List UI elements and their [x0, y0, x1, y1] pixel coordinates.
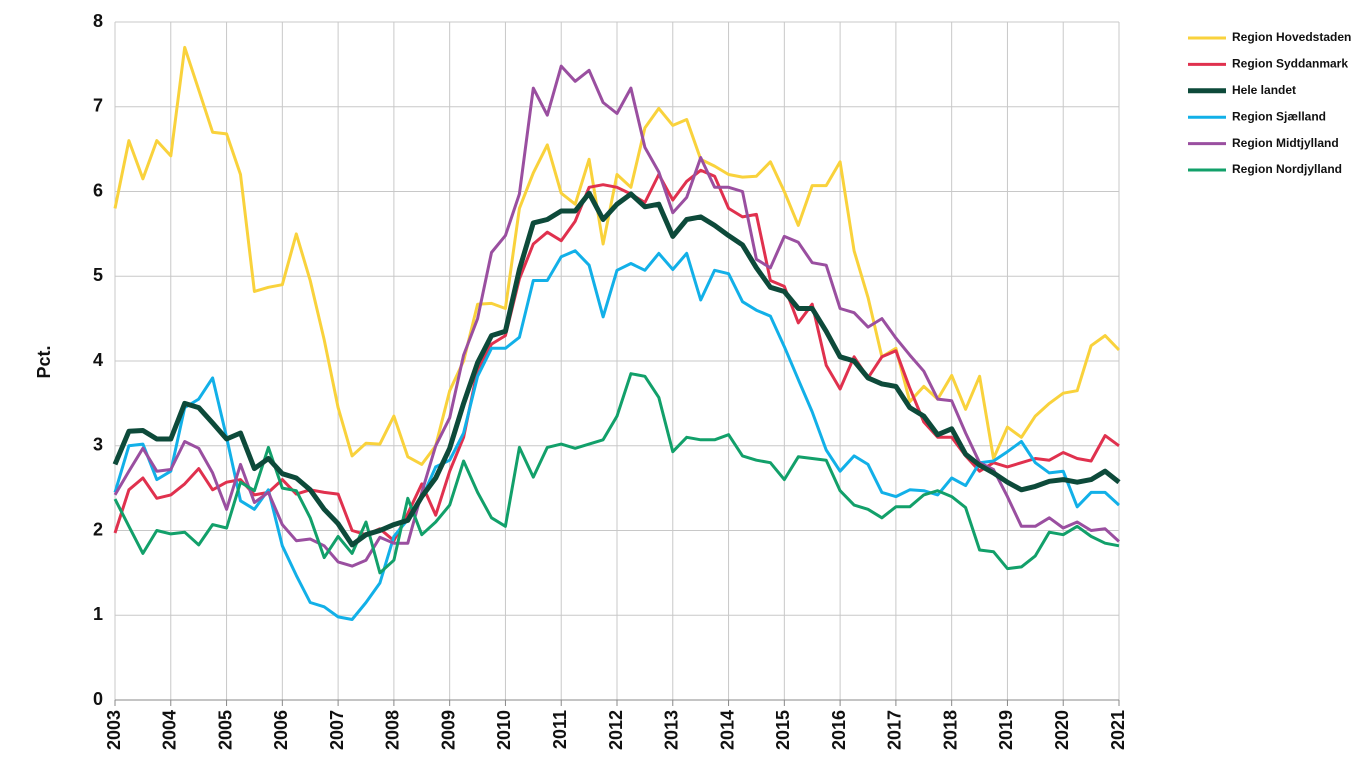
x-tick-label: 2008: [383, 710, 403, 750]
x-tick-label: 2020: [1052, 710, 1072, 750]
legend-label: Region Hovedstaden: [1232, 30, 1351, 44]
y-tick-label: 3: [93, 435, 103, 455]
series-line: [113, 372, 1120, 575]
x-tick-label: 2015: [773, 710, 793, 750]
legend-label: Region Midtjylland: [1232, 136, 1339, 150]
series-line: [113, 249, 1121, 621]
legend-label: Region Syddanmark: [1232, 57, 1348, 71]
x-tick-label: 2007: [327, 710, 347, 750]
y-tick-label: 2: [93, 519, 103, 539]
series-line: [113, 45, 1121, 466]
y-tick-label: 7: [93, 96, 103, 116]
series-line: [113, 64, 1121, 568]
series-line: [112, 190, 1121, 548]
series-line: [113, 168, 1120, 543]
x-tick-label: 2010: [494, 710, 514, 750]
x-tick-label: 2016: [829, 710, 849, 750]
x-tick-label: 2017: [885, 710, 905, 750]
x-tick-label: 2004: [160, 710, 180, 750]
legend-label: Region Sjælland: [1232, 109, 1326, 123]
y-tick-label: 6: [93, 180, 103, 200]
x-tick-label: 2012: [606, 710, 626, 750]
x-tick-label: 2005: [215, 710, 235, 750]
y-tick-label: 5: [93, 265, 103, 285]
x-tick-label: 2014: [717, 710, 737, 750]
y-tick-label: 1: [93, 604, 103, 624]
x-tick-label: 2006: [271, 710, 291, 750]
x-tick-label: 2013: [662, 710, 682, 750]
x-tick-label: 2009: [438, 710, 458, 750]
x-tick-label: 2003: [104, 710, 124, 750]
y-tick-label: 4: [93, 350, 103, 370]
y-tick-label: 0: [93, 689, 103, 709]
x-tick-label: 2018: [940, 710, 960, 750]
x-tick-label: 2021: [1108, 710, 1128, 750]
legend-label: Hele landet: [1232, 83, 1296, 97]
y-axis-title: Pct.: [34, 345, 54, 378]
legend-label: Region Nordjylland: [1232, 162, 1342, 176]
y-tick-label: 8: [93, 11, 103, 31]
x-tick-label: 2011: [550, 710, 570, 749]
x-tick-label: 2019: [996, 710, 1016, 750]
